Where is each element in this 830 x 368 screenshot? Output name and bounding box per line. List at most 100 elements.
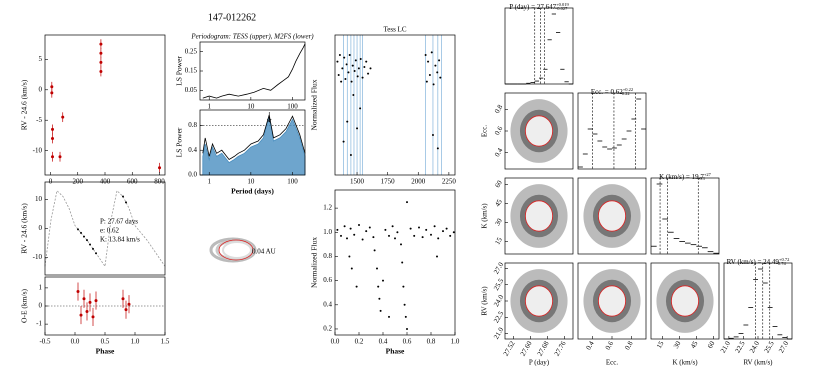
point: [388, 315, 390, 318]
point: [406, 327, 408, 330]
x-tick-label: 0.0: [331, 338, 340, 346]
y-axis-label: Normalized Flux: [310, 237, 319, 288]
hist-title-minus: −0.027: [555, 6, 568, 11]
x-tick-label: 1.0: [131, 338, 140, 346]
point: [127, 302, 131, 306]
hist-title: Ecc. = 0.62+0.22 −0.22: [591, 87, 633, 96]
x-tick-label: 60: [706, 339, 717, 349]
point: [378, 297, 381, 300]
series-line: [202, 114, 306, 161]
point: [391, 225, 394, 228]
point: [76, 290, 80, 293]
x-tick-label: 0.0: [71, 338, 80, 346]
point: [158, 166, 162, 170]
point: [354, 59, 357, 62]
y-tick-label: 0: [39, 302, 43, 310]
point: [351, 64, 354, 67]
contour: [671, 285, 700, 317]
point: [346, 120, 349, 123]
x-tick-label: 0: [49, 178, 53, 186]
point: [82, 297, 86, 301]
x-tick-label: 0.4: [379, 338, 388, 346]
contour: [525, 200, 554, 232]
x-tick-label: 800: [154, 178, 165, 186]
point: [336, 228, 339, 231]
point: [361, 238, 364, 241]
y-tick-label: 45: [493, 198, 504, 208]
hist-title-plus: +27: [704, 172, 712, 177]
point: [396, 231, 399, 234]
y-tick-label: 24.0: [492, 293, 505, 308]
point: [402, 285, 405, 288]
panel-frame: [199, 109, 306, 176]
point: [382, 279, 384, 282]
point: [341, 67, 344, 70]
point: [365, 60, 368, 63]
y-tick-label: 0.15: [185, 67, 198, 75]
point: [77, 228, 79, 231]
point: [348, 255, 351, 258]
annotation: K: 13.84 km/s: [100, 236, 140, 244]
y-tick-label: 0.8: [493, 103, 505, 115]
contour: [598, 285, 627, 317]
point: [340, 234, 342, 237]
point: [430, 233, 432, 236]
x-tick-label: 27.52: [502, 339, 517, 357]
point: [99, 60, 103, 64]
x-tick-label: 0.4: [584, 339, 596, 351]
point: [379, 309, 382, 312]
x-tick-label: 400: [100, 178, 111, 186]
y-tick-label: 5: [39, 55, 43, 63]
y-tick-label: 0.4: [493, 146, 505, 158]
point: [372, 236, 375, 239]
point: [434, 64, 437, 67]
point: [346, 237, 348, 240]
point: [342, 140, 345, 143]
point: [356, 75, 359, 78]
point: [349, 154, 352, 156]
x-tick-label: 2250: [442, 178, 457, 186]
point: [365, 230, 368, 233]
y-tick-label: -10: [33, 146, 43, 154]
point: [356, 127, 359, 130]
point: [50, 91, 54, 95]
x-axis-label: P (day): [529, 359, 550, 367]
point: [436, 147, 439, 150]
x-tick-label: 1500: [350, 178, 365, 186]
point: [337, 74, 340, 76]
x-tick-label: 100: [287, 103, 298, 111]
x-axis-label: K (km/s): [672, 359, 698, 367]
point: [122, 195, 124, 198]
x-tick-label: 10: [247, 178, 255, 186]
point: [88, 300, 92, 304]
x-tick-label: 0.5: [101, 338, 110, 346]
x-tick-label: 2000: [411, 178, 426, 186]
point: [377, 285, 380, 288]
panel-frame: [650, 262, 720, 340]
point: [404, 315, 407, 318]
y-tick-label: 0.4: [323, 300, 332, 308]
point: [439, 76, 442, 79]
y-tick-label: 0.6: [323, 276, 332, 284]
point: [94, 299, 98, 303]
panel-frame: [334, 189, 456, 336]
hist-title: K (km/s) = 19.7+27 −8.1: [659, 172, 712, 181]
hist-title-main: Ecc. = 0.62: [591, 88, 623, 96]
point: [394, 237, 396, 240]
point: [430, 51, 433, 54]
annotation: P: 27.67 days: [100, 218, 138, 226]
x-tick-label: 0.2: [355, 338, 364, 346]
y-tick-label: 0.6: [493, 125, 505, 137]
point: [436, 255, 438, 258]
x-tick-label: 200: [72, 178, 83, 186]
point: [350, 80, 353, 83]
x-tick-label: 1.0: [451, 338, 460, 346]
point: [340, 80, 343, 83]
point: [403, 303, 406, 306]
point: [347, 71, 350, 74]
y-tick-label: 27.0: [492, 260, 505, 275]
hist-title: RV (km/s) = 24.49+0.72 −0.74: [727, 257, 790, 266]
y-axis-label: O-E (km/s): [20, 289, 29, 323]
hist-title-plus: +0.22: [623, 87, 633, 92]
point: [445, 227, 448, 230]
